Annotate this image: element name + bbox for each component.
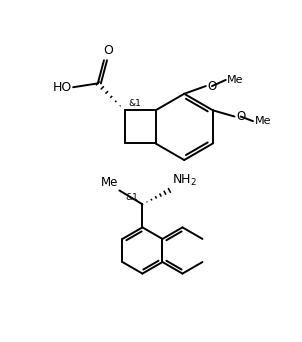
Text: &1: &1 — [126, 193, 139, 202]
Text: O: O — [103, 44, 113, 57]
Text: NH$_2$: NH$_2$ — [172, 173, 197, 188]
Text: O: O — [207, 80, 217, 93]
Text: Me: Me — [227, 75, 244, 85]
Text: Me: Me — [101, 176, 118, 189]
Text: &1: &1 — [129, 99, 141, 108]
Text: Me: Me — [255, 116, 271, 126]
Text: HO: HO — [52, 81, 72, 94]
Text: O: O — [236, 110, 245, 123]
